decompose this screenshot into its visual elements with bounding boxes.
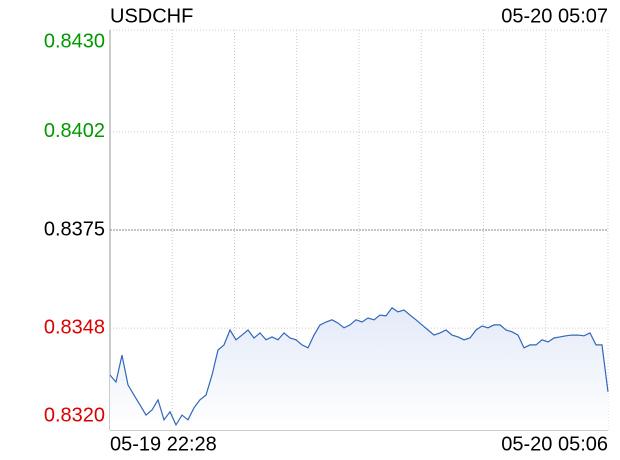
timestamp: 05-20 05:07: [501, 5, 608, 27]
y-tick-label: 0.8320: [44, 404, 105, 426]
price-line: [109, 307, 609, 427]
chart-title: USDCHF: [110, 5, 193, 27]
y-tick-label: 0.8348: [44, 316, 105, 338]
x-tick-label: 05-19 22:28: [110, 433, 217, 455]
y-tick-label: 0.8402: [44, 120, 105, 142]
area: [110, 307, 608, 430]
y-tick-label: 0.8375: [44, 218, 105, 240]
y-tick-label: 0.8430: [44, 30, 105, 52]
x-tick-label: 05-20 05:06: [501, 433, 608, 455]
